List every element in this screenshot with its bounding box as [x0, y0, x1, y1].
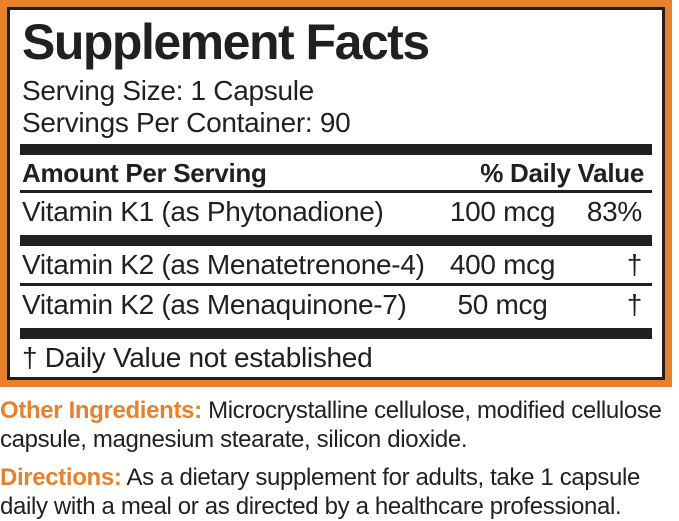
supplement-facts-panel: Supplement Facts Serving Size: 1 Capsule… — [0, 0, 672, 387]
servings-per-container: Servings Per Container: 90 — [22, 107, 351, 138]
thin-divider — [20, 190, 652, 193]
thick-divider — [20, 235, 652, 246]
thick-divider — [20, 144, 652, 155]
nutrient-daily-value: † — [626, 289, 643, 320]
table-row: Vitamin K2 (as Menaquinone-7) 50 mcg † — [20, 286, 652, 323]
other-ingredients-paragraph: Other Ingredients: Microcrystalline cell… — [0, 396, 679, 454]
thin-divider — [20, 283, 652, 286]
nutrient-amount: 50 mcg — [457, 289, 548, 320]
daily-value-footnote: † Daily Value not established — [22, 342, 373, 373]
table-row: Vitamin K1 (as Phytonadione) 100 mcg 83% — [20, 193, 652, 230]
daily-value-header: % Daily Value — [480, 158, 644, 188]
nutrient-name: Vitamin K2 (as Menaquinone-7) — [22, 289, 407, 320]
supplement-facts-inner-border: Supplement Facts Serving Size: 1 Capsule… — [7, 7, 665, 380]
nutrient-daily-value: † — [626, 249, 643, 280]
serving-size: Serving Size: 1 Capsule — [22, 75, 314, 106]
nutrient-name: Vitamin K1 (as Phytonadione) — [22, 196, 384, 227]
nutrient-name: Vitamin K2 (as Menatetrenone-4) — [22, 249, 425, 280]
nutrient-daily-value: 83% — [586, 196, 642, 227]
panel-title: Supplement Facts — [22, 14, 430, 70]
thick-divider — [20, 328, 652, 339]
nutrient-amount: 400 mcg — [449, 249, 556, 280]
table-header-row: Amount Per Serving % Daily Value — [20, 155, 652, 190]
amount-per-serving-header: Amount Per Serving — [22, 158, 267, 188]
other-ingredients-heading: Other Ingredients: — [0, 397, 202, 424]
nutrient-amount: 100 mcg — [449, 196, 556, 227]
directions-heading: Directions: — [0, 464, 122, 491]
table-row: Vitamin K2 (as Menatetrenone-4) 400 mcg … — [20, 246, 652, 283]
other-ingredients-text: Microcrystalline cellulose, modified cel… — [0, 397, 662, 453]
directions-paragraph: Directions: As a dietary supplement for … — [0, 463, 679, 521]
